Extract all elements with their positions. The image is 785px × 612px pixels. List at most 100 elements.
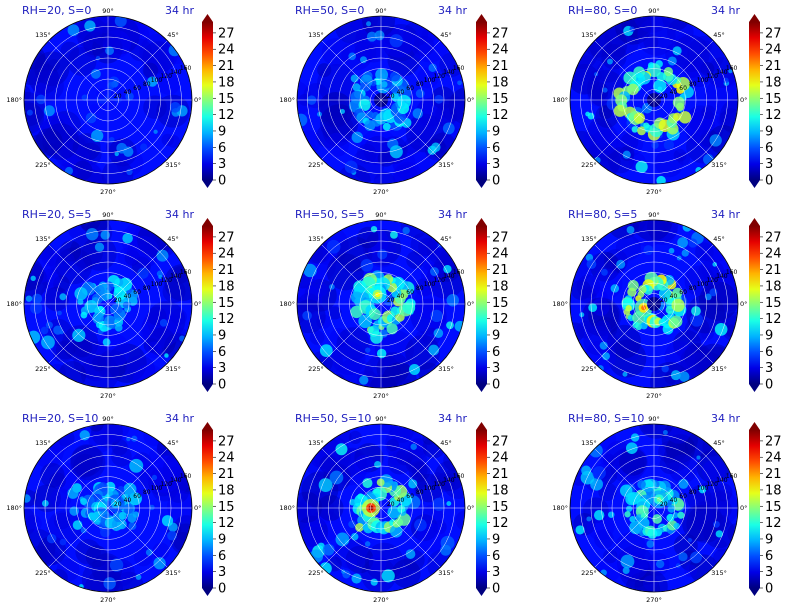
field-cell — [620, 132, 639, 151]
field-cell — [162, 450, 192, 491]
field-cell — [666, 513, 675, 522]
field-cell — [91, 16, 122, 47]
angle-tick-label: 90° — [375, 415, 387, 423]
field-cell — [80, 527, 87, 534]
field-cell — [386, 438, 400, 452]
field-cell — [704, 293, 712, 301]
radial-tick-label: 140 — [716, 477, 728, 484]
field-cell — [161, 133, 174, 147]
field-cell — [56, 558, 80, 582]
radial-tick-label: 20 — [660, 297, 668, 304]
colorbar-extend-min — [749, 588, 760, 596]
field-cell — [414, 518, 427, 532]
field-cell — [609, 448, 645, 483]
angle-tick-label: 180° — [6, 504, 22, 512]
colorbar-extend-min — [202, 384, 213, 392]
field-cell — [390, 306, 400, 316]
field-cell — [335, 443, 348, 456]
angular-gridline — [594, 448, 655, 509]
colorbar-tick-label: 15 — [492, 92, 509, 107]
angle-tick-label: 90° — [648, 211, 660, 219]
field-cell — [111, 445, 132, 467]
field-cell — [143, 424, 166, 447]
field-cell — [667, 504, 676, 513]
field-cell — [626, 225, 635, 234]
colorbar-tick-label: 6 — [765, 549, 773, 564]
field-cell — [145, 548, 153, 556]
field-cell — [37, 535, 67, 566]
radial-tick-label: 100 — [424, 281, 436, 288]
field-cell — [664, 340, 696, 372]
angle-tick-label: 90° — [102, 211, 114, 219]
colorbar-tick-label: 21 — [218, 263, 235, 278]
field-cell — [681, 249, 689, 257]
field-cell — [350, 74, 359, 83]
field-cell — [614, 532, 647, 565]
field-cell — [303, 263, 317, 278]
field-cell — [126, 437, 131, 442]
field-cell — [633, 16, 672, 33]
colorbar-tick-label: 0 — [218, 378, 226, 393]
field-cell — [601, 268, 608, 276]
field-cell — [297, 295, 309, 325]
panel-time-label: 34 hr — [711, 412, 740, 425]
field-cell — [30, 301, 43, 315]
colorbar-tick-label: 12 — [765, 108, 782, 123]
field-cell — [625, 442, 638, 455]
field-cell — [336, 327, 370, 361]
field-cell — [97, 349, 128, 381]
angle-tick-label: 0° — [194, 504, 201, 512]
field-cell — [67, 487, 79, 499]
field-cell — [55, 247, 93, 285]
field-cell — [376, 352, 410, 385]
field-cell — [446, 501, 452, 506]
angle-tick-label: 135° — [308, 439, 324, 447]
angle-tick-label: 45° — [440, 439, 452, 447]
colorbar-tick-label: 3 — [765, 157, 773, 172]
angle-tick-label: 0° — [194, 300, 201, 308]
field-cell — [128, 522, 137, 531]
field-cell — [362, 240, 378, 256]
field-cell — [111, 439, 128, 456]
angular-gridline — [48, 40, 109, 101]
field-cell — [434, 94, 444, 104]
field-cell — [686, 504, 725, 543]
angle-tick-label: 90° — [102, 7, 114, 15]
field-cell — [147, 327, 176, 357]
field-cell — [116, 142, 128, 154]
field-cell — [714, 483, 733, 502]
field-cell — [85, 112, 97, 124]
field-cell — [587, 118, 613, 144]
field-cell — [594, 320, 611, 337]
radial-tick-label: 20 — [660, 501, 668, 508]
field-cell — [103, 577, 116, 590]
field-cell — [388, 447, 407, 466]
field-cell — [622, 567, 630, 575]
field-cell — [616, 129, 644, 157]
field-cell — [443, 264, 452, 274]
field-cell — [41, 247, 60, 267]
colorbar-tick-label: 27 — [218, 230, 235, 245]
field-cell — [377, 249, 388, 260]
angle-tick-label: 135° — [581, 235, 597, 243]
field-cell — [49, 249, 76, 276]
field-cell — [678, 111, 692, 124]
angular-gridline — [321, 303, 382, 364]
polar-frame — [569, 423, 739, 593]
field-cell — [72, 520, 83, 530]
field-cell — [592, 466, 606, 480]
field-cell — [298, 491, 335, 527]
field-cell — [592, 298, 610, 316]
field-cell — [579, 285, 609, 315]
colorbar-tick-label: 21 — [492, 59, 509, 74]
field-cell — [382, 122, 391, 131]
radial-tick-label: 80 — [689, 489, 697, 496]
field-cell — [24, 256, 44, 291]
field-cell — [70, 337, 91, 358]
field-cell — [599, 341, 608, 350]
